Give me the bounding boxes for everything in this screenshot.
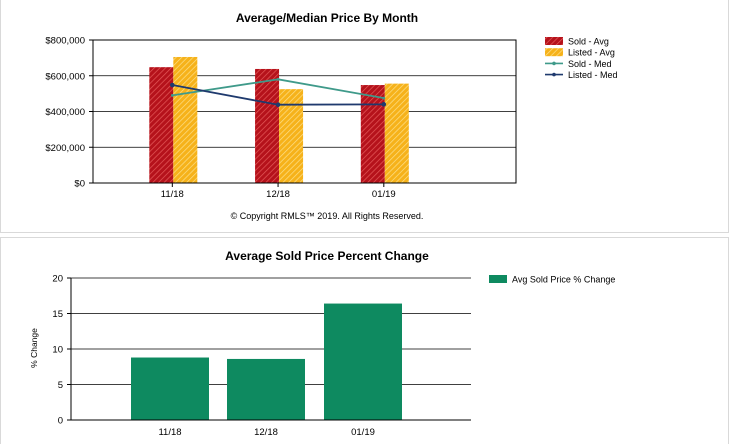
legend-label: Sold - Avg [568, 37, 609, 47]
y-tick-label: 5 [58, 380, 63, 391]
chart-title: Average/Median Price By Month [236, 11, 418, 25]
price-by-month-panel: Average/Median Price By Month $0 $200,000… [0, 0, 729, 233]
x-tick-label: 12/18 [254, 427, 278, 438]
line-point [381, 102, 387, 107]
axes: $0 $200,000 $400,000 $600,000 $800,000 11/18 1… [45, 36, 517, 200]
y-tick-label: $600,000 [45, 71, 85, 82]
legend-swatch [545, 48, 563, 57]
legend-marker [552, 61, 556, 66]
percent-change-chart: Average Sold Price Percent Change % Chan… [29, 249, 615, 438]
bar-listed-avg [279, 89, 304, 183]
x-tick-label: 11/18 [158, 427, 181, 438]
y-tick-label: 20 [52, 274, 63, 285]
x-tick-label: 11/18 [161, 189, 184, 200]
copyright-footer: © Copyright RMLS™ 2019. All Rights Reser… [231, 211, 424, 221]
legend-label: Sold - Med [568, 59, 612, 69]
bar-listed-avg [384, 83, 409, 183]
legend-label: Listed - Med [568, 70, 618, 80]
bar-avg-sold-price-change [131, 357, 209, 420]
y-axis-label: % Change [29, 328, 39, 368]
x-tick-label: 01/19 [351, 427, 375, 438]
y-tick-label: 15 [52, 309, 63, 320]
bar-avg-sold-price-change [227, 358, 305, 420]
line-point [170, 94, 174, 97]
plot-frame [92, 39, 517, 184]
bar-group [149, 56, 409, 184]
x-tick-label: 01/19 [372, 189, 396, 200]
y-tick-label: $200,000 [45, 143, 85, 154]
bar-sold-avg [360, 85, 385, 183]
y-tick-label: $400,000 [45, 107, 85, 118]
line-point [275, 102, 281, 108]
line-point [382, 96, 386, 100]
y-tick-label: $0 [74, 179, 85, 190]
price-by-month-chart: Average/Median Price By Month $0 $200,000… [45, 11, 618, 221]
legend-label: Listed - Avg [568, 48, 615, 58]
y-tick-label: 10 [52, 345, 63, 356]
bar-avg-sold-price-change [324, 303, 402, 420]
bar-group [131, 303, 402, 420]
y-tick-label: 0 [58, 416, 63, 427]
bar-sold-avg [255, 68, 280, 183]
percent-change-panel: Average Sold Price Percent Change % Chan… [0, 237, 729, 444]
legend-label: Avg Sold Price % Change [512, 275, 615, 285]
axes: 0 5 10 15 20 11/18 12/18 01/19 [52, 274, 471, 438]
line-group [170, 77, 387, 108]
chart-title: Average Sold Price Percent Change [225, 249, 429, 263]
legend-swatch [489, 275, 507, 283]
line-point [276, 77, 280, 81]
bar-sold-avg [149, 67, 174, 183]
y-tick-label: $800,000 [45, 36, 85, 47]
legend: Avg Sold Price % Change [489, 275, 615, 285]
bar-listed-avg [173, 56, 198, 184]
legend-swatch [545, 37, 563, 45]
line-point [170, 82, 175, 88]
x-tick-label: 12/18 [266, 189, 290, 200]
legend-marker [552, 72, 556, 77]
